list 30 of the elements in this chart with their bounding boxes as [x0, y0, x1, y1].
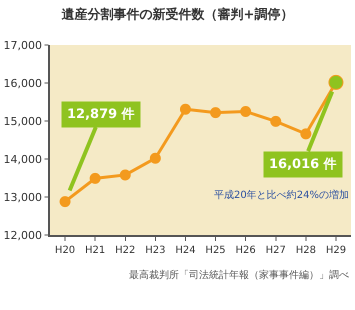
point — [120, 169, 131, 180]
point — [180, 104, 191, 115]
y-tick-label: 12,000 — [4, 228, 42, 242]
y-tick-label: 16,000 — [4, 76, 42, 90]
x-tick-label: H22 — [115, 244, 136, 256]
point — [60, 196, 71, 208]
x-tick-label: H27 — [266, 244, 286, 256]
y-tick-label: 13,000 — [4, 190, 42, 204]
x-tick-label: H20 — [54, 244, 76, 256]
x-tick-label: H24 — [175, 244, 196, 256]
point — [270, 116, 282, 127]
chart-title: 遺産分割事件の新受件数（審判+調停） — [62, 6, 294, 22]
y-tick-label: 14,000 — [4, 152, 42, 166]
annotation: 12,879 件 — [67, 107, 135, 122]
x-tick-label: H28 — [296, 244, 316, 256]
point — [150, 152, 161, 164]
x-tick-label: H26 — [236, 244, 256, 256]
x-tick-label: H23 — [145, 244, 166, 256]
point — [300, 128, 312, 140]
text: 最高裁判所「司法統計年報（家事事件編）」調べ — [129, 269, 349, 281]
y-tick-label: 15,000 — [4, 114, 42, 128]
y-tick-label: 17,000 — [4, 38, 42, 52]
point — [240, 106, 252, 117]
x-tick-label: H21 — [85, 244, 106, 256]
point — [90, 172, 101, 184]
point — [210, 107, 222, 118]
x-tick-label: H29 — [326, 244, 346, 256]
annotation: 16,016 件 — [269, 157, 337, 172]
x-tick-label: H25 — [205, 244, 226, 256]
annotation: 平成20年と比べ約24%の増加 — [214, 189, 349, 201]
